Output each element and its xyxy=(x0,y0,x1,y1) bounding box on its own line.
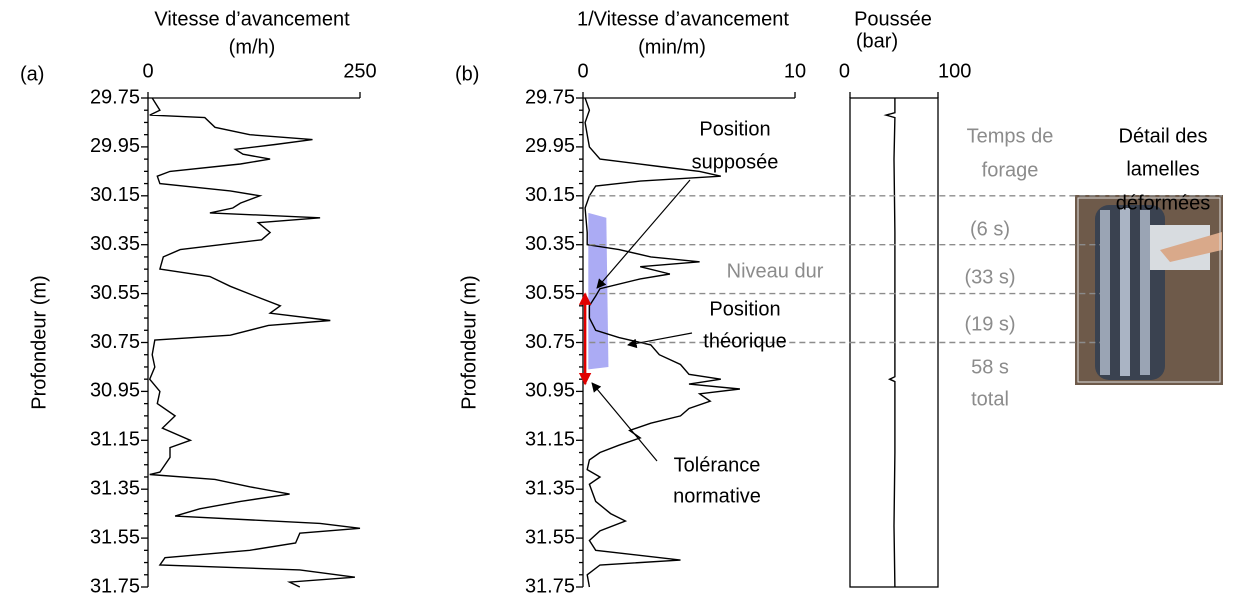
x-tick-label: 100 xyxy=(938,60,971,82)
x-tick-label: 0 xyxy=(839,60,850,82)
y-tick-label: 29.95 xyxy=(525,135,575,157)
y-tick-label: 30.15 xyxy=(525,184,575,206)
y-tick-label: 31.75 xyxy=(90,575,140,597)
timing-label: Temps de xyxy=(967,125,1054,147)
y-tick-label: 30.35 xyxy=(525,233,575,255)
x-tick-label: 0 xyxy=(142,60,153,82)
y-tick-label: 31.75 xyxy=(525,575,575,597)
timing-label: (6 s) xyxy=(970,218,1010,240)
y-tick-label: 31.35 xyxy=(90,477,140,499)
annotation: supposée xyxy=(692,151,779,173)
y-tick-label: 30.95 xyxy=(525,380,575,402)
y-tick-label: 29.95 xyxy=(90,135,140,157)
y-tick-label: 30.15 xyxy=(90,184,140,206)
annotation: théorique xyxy=(703,330,786,352)
y-tick-label: 30.75 xyxy=(90,331,140,353)
y-tick-label: 31.35 xyxy=(525,477,575,499)
y-tick-label: 30.75 xyxy=(525,331,575,353)
timing-label: (33 s) xyxy=(964,266,1015,288)
annotation-arrow xyxy=(591,382,658,462)
annotation: Tolérance xyxy=(674,454,761,476)
x-tick-label: 10 xyxy=(784,60,806,82)
y-tick-label: 29.75 xyxy=(525,86,575,108)
chart-title: Vitesse d’avancement xyxy=(154,8,350,30)
photo-caption: lamelles xyxy=(1126,158,1199,180)
timing-label: 58 s xyxy=(971,356,1009,378)
y-tick-label: 31.55 xyxy=(525,526,575,548)
depth-profile xyxy=(883,98,896,588)
annotation-arrow xyxy=(596,179,691,289)
photo-caption: Détail des xyxy=(1119,125,1208,147)
x-axis-label: (min/m) xyxy=(638,36,706,58)
photo-caption: déformées xyxy=(1116,192,1211,214)
y-tick-label: 31.15 xyxy=(90,429,140,451)
timing-label: total xyxy=(971,388,1009,410)
y-tick-label: 31.55 xyxy=(90,526,140,548)
x-tick-label: 250 xyxy=(343,60,376,82)
x-axis-label: (bar) xyxy=(856,30,898,52)
annotation: Niveau dur xyxy=(727,260,824,282)
chart-title: Poussée xyxy=(854,8,932,30)
x-axis-label: (m/h) xyxy=(229,36,276,58)
y-axis-label: Profondeur (m) xyxy=(458,275,480,410)
chart-title: 1/Vitesse d’avancement xyxy=(577,8,789,30)
y-tick-label: 30.55 xyxy=(90,282,140,304)
depth-profile xyxy=(584,97,740,588)
depth-profile xyxy=(148,97,361,588)
y-tick-label: 29.75 xyxy=(90,86,140,108)
x-tick-label: 0 xyxy=(577,60,588,82)
panel-label: (a) xyxy=(20,63,44,85)
timing-label: (19 s) xyxy=(964,313,1015,335)
annotation: Position xyxy=(709,298,780,320)
annotation: normative xyxy=(673,485,761,507)
y-tick-label: 30.35 xyxy=(90,233,140,255)
y-tick-label: 30.95 xyxy=(90,380,140,402)
annotation: Position xyxy=(699,118,770,140)
timing-label: forage xyxy=(982,159,1039,181)
y-axis-label: Profondeur (m) xyxy=(28,275,50,410)
photo xyxy=(1075,195,1223,385)
annotation-arrow xyxy=(627,332,693,349)
y-tick-label: 31.15 xyxy=(525,429,575,451)
panel-label: (b) xyxy=(455,63,479,85)
y-tick-label: 30.55 xyxy=(525,282,575,304)
